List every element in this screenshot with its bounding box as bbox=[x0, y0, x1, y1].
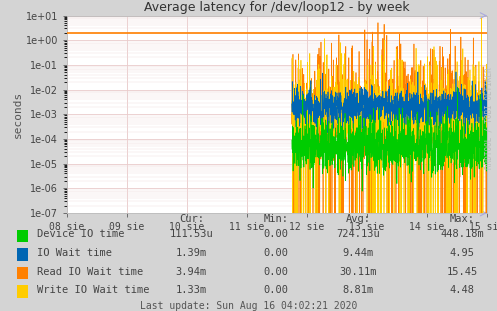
Text: 0.00: 0.00 bbox=[263, 248, 288, 258]
Text: Cur:: Cur: bbox=[179, 214, 204, 224]
Text: 8.81m: 8.81m bbox=[342, 285, 373, 295]
Text: Last update: Sun Aug 16 04:02:21 2020: Last update: Sun Aug 16 04:02:21 2020 bbox=[140, 301, 357, 311]
Y-axis label: seconds: seconds bbox=[13, 91, 23, 138]
Text: Min:: Min: bbox=[263, 214, 288, 224]
Text: 4.48: 4.48 bbox=[450, 285, 475, 295]
Text: 724.13u: 724.13u bbox=[336, 229, 380, 239]
Text: Max:: Max: bbox=[450, 214, 475, 224]
Text: 448.18m: 448.18m bbox=[440, 229, 484, 239]
Text: Device IO time: Device IO time bbox=[37, 229, 125, 239]
Text: 30.11m: 30.11m bbox=[339, 267, 377, 276]
Text: 0.00: 0.00 bbox=[263, 285, 288, 295]
Text: Read IO Wait time: Read IO Wait time bbox=[37, 267, 144, 276]
Text: RRDTOOL / TOBI OETIKER: RRDTOOL / TOBI OETIKER bbox=[485, 67, 494, 169]
Text: 0.00: 0.00 bbox=[263, 229, 288, 239]
Text: 3.94m: 3.94m bbox=[176, 267, 207, 276]
Text: 4.95: 4.95 bbox=[450, 248, 475, 258]
Text: 15.45: 15.45 bbox=[447, 267, 478, 276]
Text: Write IO Wait time: Write IO Wait time bbox=[37, 285, 150, 295]
Text: 9.44m: 9.44m bbox=[342, 248, 373, 258]
Text: 1.39m: 1.39m bbox=[176, 248, 207, 258]
Title: Average latency for /dev/loop12 - by week: Average latency for /dev/loop12 - by wee… bbox=[144, 1, 410, 14]
Text: IO Wait time: IO Wait time bbox=[37, 248, 112, 258]
Text: 1.33m: 1.33m bbox=[176, 285, 207, 295]
Text: 111.53u: 111.53u bbox=[169, 229, 213, 239]
Text: 0.00: 0.00 bbox=[263, 267, 288, 276]
Text: Avg:: Avg: bbox=[345, 214, 370, 224]
